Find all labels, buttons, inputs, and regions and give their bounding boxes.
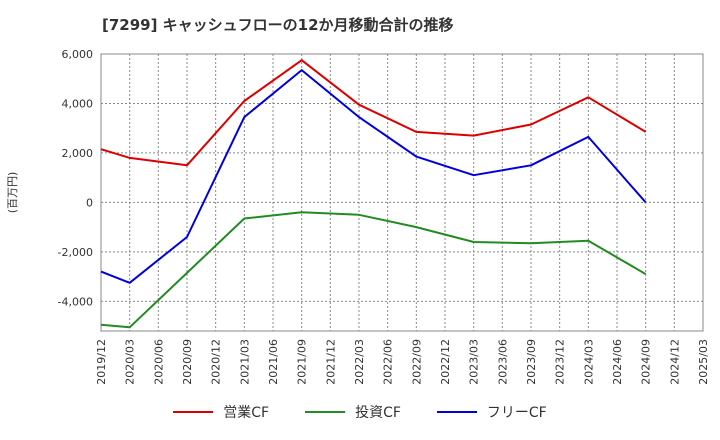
x-tick-label: 2022/03 xyxy=(353,339,366,385)
legend-item-operating-cf: 営業CF xyxy=(173,402,269,422)
x-tick-label: 2021/12 xyxy=(324,339,337,385)
x-tick-label: 2020/12 xyxy=(210,339,223,385)
x-tick-label: 2022/09 xyxy=(410,339,423,385)
legend: 営業CF 投資CF フリーCF xyxy=(0,402,720,422)
free-cf-line xyxy=(100,69,647,284)
legend-swatch-operating-cf xyxy=(173,411,214,413)
legend-label-operating-cf: 営業CF xyxy=(223,405,270,421)
x-tick-label: 2020/06 xyxy=(152,339,165,385)
operating-cf-line xyxy=(100,59,647,167)
y-tick-label: 2,000 xyxy=(62,147,94,160)
x-tick-label: 2023/06 xyxy=(496,339,509,385)
x-tick-label: 2023/12 xyxy=(554,339,567,385)
x-tick-label: 2021/09 xyxy=(296,339,309,385)
y-tick-label: -4,000 xyxy=(58,295,93,308)
legend-item-investing-cf: 投資CF xyxy=(305,402,401,422)
x-tick-label: 2025/03 xyxy=(697,339,710,385)
chart-title: [7299] キャッシュフローの12か月移動合計の推移 xyxy=(102,16,454,34)
x-tick-label: 2020/09 xyxy=(181,339,194,385)
x-tick-label: 2024/12 xyxy=(668,339,681,385)
y-tick-label: 6,000 xyxy=(62,48,94,61)
legend-label-investing-cf: 投資CF xyxy=(355,405,401,421)
legend-label-free-cf: フリーCF xyxy=(486,405,547,421)
investing-cf-line xyxy=(100,211,647,329)
y-tick-label: 4,000 xyxy=(62,97,94,110)
x-tick-label: 2022/06 xyxy=(382,339,395,385)
x-tick-label: 2024/03 xyxy=(582,339,595,385)
legend-swatch-investing-cf xyxy=(305,411,346,413)
y-tick-label: 0 xyxy=(86,196,93,209)
x-tick-label: 2023/03 xyxy=(468,339,481,385)
x-tick-label: 2024/09 xyxy=(640,339,653,385)
x-tick-label: 2021/06 xyxy=(267,339,280,385)
x-tick-label: 2021/03 xyxy=(238,339,251,385)
y-axis-label: (百万円) xyxy=(6,172,19,214)
x-tick-label: 2022/12 xyxy=(439,339,452,385)
legend-swatch-free-cf xyxy=(436,411,477,413)
x-tick-label: 2019/12 xyxy=(95,339,108,385)
legend-item-free-cf: フリーCF xyxy=(436,402,547,422)
x-tick-label: 2023/09 xyxy=(525,339,538,385)
y-tick-label: -2,000 xyxy=(58,246,93,259)
x-tick-label: 2020/03 xyxy=(124,339,137,385)
x-tick-label: 2024/06 xyxy=(611,339,624,385)
plot-area xyxy=(100,53,704,332)
